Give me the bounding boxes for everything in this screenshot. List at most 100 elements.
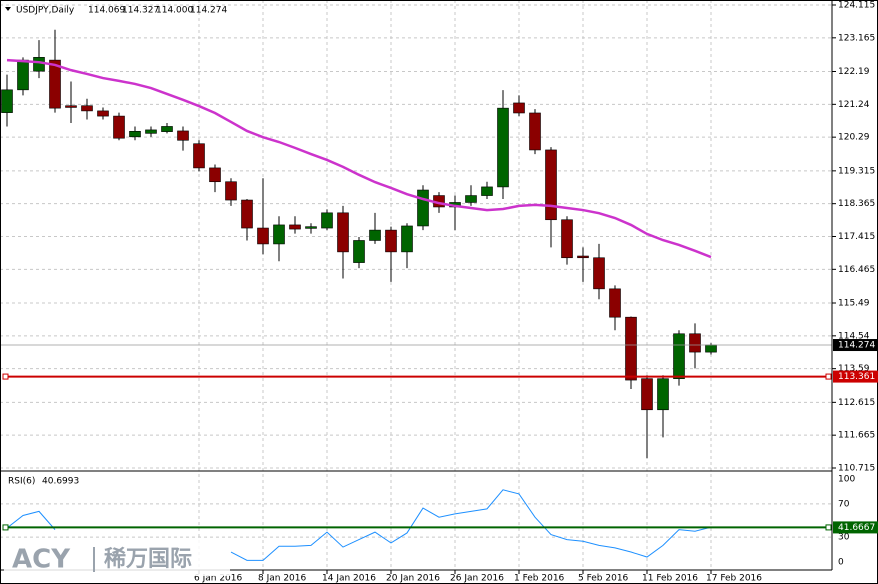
- candle-body: [609, 288, 621, 318]
- rsi-value: 40.6993: [42, 477, 79, 487]
- logo: ACY 稀万国际: [4, 540, 230, 576]
- candle-body: [65, 105, 77, 108]
- rsi-level-box: [833, 521, 878, 534]
- current-price-label: 114.274: [838, 341, 875, 351]
- y-tick-label: 117.415: [838, 232, 875, 242]
- x-tick-label: 26 Jan 2016: [450, 574, 504, 584]
- moving-average: [6, 58, 712, 259]
- candle-body: [577, 255, 589, 259]
- candle-body: [81, 105, 93, 112]
- candle-body: [641, 378, 653, 411]
- candle-body: [97, 110, 109, 117]
- x-tick-label: 8 Jan 2016: [258, 574, 306, 584]
- header-value: 114.000: [156, 6, 193, 16]
- candle-body: [193, 143, 205, 169]
- level-handle: [2, 373, 9, 380]
- rsi-tick-label: 100: [838, 475, 855, 485]
- x-tick-label: 17 Feb 2016: [706, 574, 762, 584]
- y-tick-label: 112.615: [838, 398, 875, 408]
- rsi-label: RSI(6): [8, 477, 35, 487]
- rsi-tick-label: 30: [838, 533, 850, 543]
- candle-body: [17, 59, 29, 91]
- header-value: 114.069: [88, 6, 125, 16]
- rsi-tick-label: 0: [838, 558, 844, 568]
- candle-body: [145, 129, 157, 134]
- candle-body: [353, 240, 365, 263]
- candle-body: [113, 115, 125, 139]
- rsi-level-label: 41.6667: [838, 523, 875, 533]
- header-value: 114.327: [122, 6, 159, 16]
- candle-body: [209, 167, 221, 183]
- candle-body: [673, 333, 685, 379]
- candle-body: [177, 130, 189, 141]
- x-tick-label: 14 Jan 2016: [322, 574, 376, 584]
- candle-body: [385, 229, 397, 253]
- candle-body: [545, 149, 557, 221]
- candle-body: [513, 102, 525, 114]
- candle-body: [161, 126, 173, 132]
- y-tick-label: 111.665: [838, 431, 875, 441]
- y-tick-label: 114.54: [838, 331, 870, 341]
- candle-body: [129, 130, 141, 138]
- candle-body: [561, 219, 573, 259]
- grid: [0, 0, 832, 570]
- candle-body: [497, 107, 509, 188]
- y-tick-label: 119.315: [838, 166, 875, 176]
- candle-body: [689, 333, 701, 353]
- candle-body: [305, 226, 317, 229]
- candle-body: [705, 344, 717, 353]
- logo-brand: ACY: [12, 545, 71, 575]
- rsi-line: [6, 489, 712, 561]
- x-tick-label: 11 Feb 2016: [642, 574, 698, 584]
- y-tick-label: 122.19: [838, 67, 870, 77]
- candle-body: [257, 227, 269, 245]
- y-tick-label: 123.165: [838, 33, 875, 43]
- marks: [0, 29, 832, 561]
- candle-body: [417, 189, 429, 227]
- candle-body: [593, 257, 605, 290]
- y-tick-label: 115.49: [838, 299, 870, 309]
- menu-arrow[interactable]: [5, 7, 11, 11]
- candle-body: [625, 316, 637, 381]
- rsi-level-handle: [825, 524, 832, 531]
- logo-backdrop: [4, 540, 230, 576]
- y-tick-label: 118.365: [838, 199, 875, 209]
- candle-body: [289, 224, 301, 230]
- logo-chinese: 稀万国际: [104, 546, 192, 572]
- axes: 124.115 123.165 122.19 121.24 120.29 119.315 1…: [194, 1, 878, 584]
- rsi-level-handle: [2, 524, 9, 531]
- y-tick-label: 120.29: [838, 133, 870, 143]
- candle-body: [529, 112, 541, 151]
- candle-body: [657, 378, 669, 411]
- candle-body: [273, 224, 285, 245]
- x-tick-label: 20 Jan 2016: [386, 574, 440, 584]
- y-tick-label: 110.715: [838, 464, 875, 474]
- level-label: 113.361: [838, 372, 875, 382]
- candle-body: [401, 225, 413, 253]
- header-value: 114.274: [190, 6, 227, 16]
- candle-body: [1, 89, 13, 113]
- candle-body: [33, 57, 45, 72]
- candle-body: [465, 195, 477, 203]
- y-tick-label: 113.59: [838, 364, 870, 374]
- candle-body: [49, 59, 61, 109]
- y-tick-label: 121.24: [838, 100, 870, 110]
- x-tick-label: 1 Feb 2016: [514, 574, 565, 584]
- current-price-box: [833, 339, 878, 352]
- candle-body: [241, 199, 253, 229]
- candle-body: [369, 229, 381, 241]
- candle-body: [225, 181, 237, 201]
- x-tick-label: 6 Jan 2016: [194, 574, 242, 584]
- rsi-tick-label: 70: [838, 499, 850, 509]
- candle-body: [481, 186, 493, 196]
- y-tick-label: 124.115: [838, 1, 875, 11]
- x-tick-label: 5 Feb 2016: [578, 574, 629, 584]
- level-box: [833, 370, 878, 383]
- candle-body: [337, 212, 349, 253]
- y-tick-label: 116.465: [838, 265, 875, 275]
- level-handle: [825, 373, 832, 380]
- chart-title: USDJPY,Daily: [16, 6, 75, 16]
